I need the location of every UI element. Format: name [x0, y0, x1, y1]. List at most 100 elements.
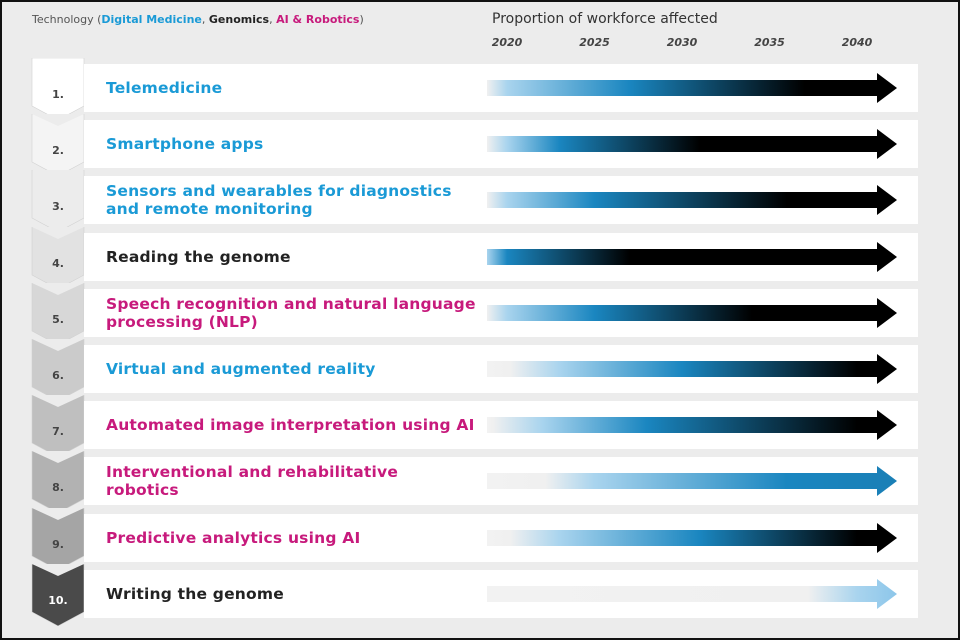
rank-number: 10.: [48, 593, 68, 607]
chevron-shape: [31, 395, 85, 458]
technology-row: 6. Virtual and augmented reality: [28, 339, 918, 401]
technology-label: Speech recognition and natural language …: [106, 294, 476, 331]
arrow-shape: [487, 410, 897, 441]
rank-chevron: 4.: [28, 226, 88, 289]
progress-arrow: [487, 185, 897, 216]
chevron-notch: [32, 507, 84, 520]
technology-label: Writing the genome: [106, 584, 284, 603]
chevron-shape: [31, 282, 85, 345]
rank-chevron: 6.: [28, 339, 88, 401]
arrow-shape: [487, 578, 897, 609]
technology-card: Speech recognition and natural language …: [84, 288, 918, 337]
technology-row: 8. Interventional and rehabilitative robo…: [28, 451, 918, 514]
technology-label: Telemedicine: [106, 79, 223, 97]
arrow-shape: [487, 354, 897, 384]
technology-card: Writing the genome: [84, 569, 918, 618]
progress-arrow: [487, 241, 897, 272]
chart-title: Proportion of workforce affected: [492, 11, 718, 27]
technology-row: 9. Predictive analytics using AI: [28, 507, 918, 570]
technology-label: Sensors and wearables for diagnostics an…: [106, 182, 452, 219]
rank-chevron: 5.: [28, 282, 88, 345]
arrow-shape: [487, 73, 897, 103]
rank-number: 1.: [52, 88, 64, 101]
technology-card: Interventional and rehabilitative roboti…: [84, 457, 918, 506]
technology-row: 7. Automated image interpretation using A…: [28, 395, 918, 458]
rank-number: 8.: [52, 481, 64, 495]
chevron-shape: [31, 507, 85, 570]
legend-title: Technology (Digital Medicine, Genomics, …: [32, 13, 364, 26]
technology-label: Smartphone apps: [106, 135, 264, 154]
arrow-shape: [487, 466, 897, 497]
rank-chevron: 7.: [28, 395, 88, 458]
rank-number: 6.: [52, 369, 64, 382]
chevron-notch: [32, 563, 84, 576]
technology-card: Virtual and augmented reality: [84, 345, 918, 393]
legend-genomics: Genomics: [208, 13, 270, 26]
chevron-notch: [32, 226, 84, 239]
technology-label: Interventional and rehabilitative roboti…: [106, 463, 399, 500]
rank-chevron: 8.: [28, 451, 88, 514]
x-tick-label: 2030: [666, 36, 698, 49]
arrow-shape: [487, 241, 897, 272]
technology-card: Reading the genome: [84, 232, 918, 281]
progress-arrow: [487, 410, 897, 441]
technology-card: Predictive analytics using AI: [84, 513, 918, 562]
chevron-shape: [31, 563, 85, 626]
technology-row: 1. Telemedicine: [28, 58, 918, 120]
technology-row: 10. Writing the genome: [28, 563, 918, 626]
technology-row: 4. Reading the genome: [28, 226, 918, 289]
chevron-shape: [31, 170, 85, 233]
technology-card: Sensors and wearables for diagnostics an…: [84, 176, 918, 225]
chevron-shape: [31, 114, 85, 177]
chevron-notch: [32, 339, 84, 351]
rank-chevron: 3.: [28, 170, 88, 233]
rank-chevron: 9.: [28, 507, 88, 570]
technology-row: 3. Sensors and wearables for diagnostics …: [28, 170, 918, 233]
technology-card: Telemedicine: [84, 64, 918, 112]
chevron-shape: [31, 226, 85, 289]
rank-number: 7.: [52, 425, 64, 439]
chevron-notch: [32, 282, 84, 295]
rank-number: 2.: [52, 144, 64, 158]
arrow-shape: [487, 297, 897, 328]
rank-chevron: 2.: [28, 114, 88, 177]
technology-card: Automated image interpretation using AI: [84, 401, 918, 450]
progress-arrow: [487, 522, 897, 553]
arrow-shape: [487, 129, 897, 160]
x-tick-label: 2025: [579, 36, 610, 49]
rank-chevron: 1.: [28, 58, 88, 120]
progress-arrow: [487, 578, 897, 609]
rank-number: 3.: [52, 200, 64, 214]
progress-arrow: [487, 466, 897, 497]
progress-arrow: [487, 129, 897, 160]
x-tick-label: 2035: [754, 36, 785, 49]
legend-digital-medicine: Digital Medicine: [101, 13, 202, 26]
progress-arrow: [487, 297, 897, 328]
technology-label: Virtual and augmented reality: [106, 360, 376, 378]
x-tick-label: 2040: [841, 36, 873, 49]
chevron-shape: [31, 451, 85, 514]
technology-card: Smartphone apps: [84, 120, 918, 169]
technology-label: Automated image interpretation using AI: [106, 416, 475, 435]
chevron-shape: [31, 339, 85, 401]
technology-row: 2. Smartphone apps: [28, 114, 918, 177]
chevron-notch: [32, 170, 84, 183]
x-tick-label: 2020: [491, 36, 523, 49]
arrow-shape: [487, 522, 897, 553]
rank-chevron: 10.: [28, 563, 88, 626]
technology-row: 5. Speech recognition and natural languag…: [28, 282, 918, 345]
progress-arrow: [487, 354, 897, 384]
rank-number: 4.: [52, 256, 64, 270]
technology-label: Predictive analytics using AI: [106, 528, 361, 547]
arrow-shape: [487, 185, 897, 216]
chevron-notch: [32, 114, 84, 127]
progress-arrow: [487, 73, 897, 103]
technology-label: Reading the genome: [106, 247, 291, 266]
chevron-notch: [32, 395, 84, 408]
rank-number: 5.: [52, 312, 64, 326]
legend-ai-robotics: AI & Robotics: [276, 13, 360, 26]
chevron-notch: [32, 451, 84, 464]
rank-number: 9.: [52, 537, 64, 551]
chevron-shape: [31, 58, 85, 120]
